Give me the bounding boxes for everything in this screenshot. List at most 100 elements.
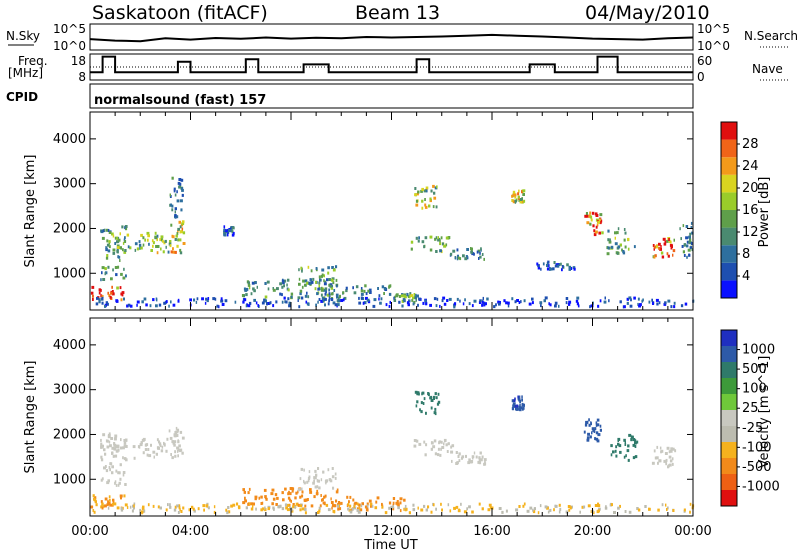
heatmap-cell	[434, 452, 437, 456]
heatmap-cell	[685, 225, 689, 228]
heatmap-cell	[435, 250, 438, 253]
heatmap-cell	[458, 452, 461, 456]
heatmap-cell	[272, 497, 276, 501]
heatmap-cell	[113, 442, 116, 445]
heatmap-cell	[512, 200, 516, 204]
heatmap-cell	[520, 406, 523, 410]
heatmap-cell	[202, 504, 206, 508]
heatmap-cell	[297, 296, 301, 300]
time-tick-label: 04:00	[172, 524, 209, 539]
heatmap-cell	[281, 279, 285, 283]
heatmap-cell	[317, 287, 320, 291]
heatmap-cell	[195, 300, 198, 304]
heatmap-cell	[302, 279, 305, 283]
freq-series-line	[90, 55, 693, 74]
heatmap-cell	[672, 447, 675, 451]
heatmap-cell	[518, 407, 520, 411]
heatmap-cell	[464, 257, 468, 261]
heatmap-cell	[234, 300, 237, 304]
heatmap-cell	[560, 262, 562, 266]
heatmap-cell	[576, 296, 580, 300]
heatmap-cell	[338, 296, 340, 300]
heatmap-cell	[93, 496, 97, 500]
heatmap-cell	[114, 434, 118, 438]
heatmap-cell	[528, 302, 532, 306]
heatmap-cell	[469, 460, 473, 464]
heatmap-cell	[669, 243, 673, 247]
heatmap-cell	[108, 495, 111, 499]
heatmap-cell	[253, 289, 256, 293]
heatmap-cell	[687, 248, 691, 252]
colorbar-tick-label: 16	[742, 203, 759, 218]
heatmap-cell	[106, 239, 109, 243]
heatmap-cell	[119, 477, 122, 481]
freq-left-label-2: [MHz]	[8, 66, 43, 80]
heatmap-cell	[546, 506, 549, 510]
heatmap-cell	[536, 262, 539, 266]
freq-left-tick-bottom: 8	[78, 70, 86, 84]
heatmap-cell	[424, 198, 426, 201]
heatmap-cell	[664, 301, 667, 305]
velocity-panel-frame	[89, 317, 694, 517]
heatmap-cell	[548, 302, 550, 306]
heatmap-cell	[109, 295, 112, 299]
heatmap-cell	[176, 434, 179, 437]
heatmap-cell	[403, 498, 406, 502]
heatmap-cell	[365, 508, 369, 512]
heatmap-cell	[669, 459, 673, 463]
heatmap-cell	[430, 399, 434, 402]
heatmap-cell	[139, 443, 143, 447]
heatmap-cell	[250, 292, 253, 296]
heatmap-cell	[521, 190, 524, 194]
heatmap-cell	[432, 184, 435, 188]
heatmap-cell	[690, 242, 693, 245]
heatmap-cell	[182, 231, 186, 235]
heatmap-cell	[537, 266, 540, 270]
heatmap-cell	[473, 299, 477, 303]
heatmap-cell	[414, 296, 418, 300]
heatmap-cell	[152, 298, 155, 302]
heatmap-cell	[554, 504, 557, 508]
heatmap-cell	[155, 452, 158, 456]
heatmap-cell	[432, 445, 436, 449]
heatmap-cell	[637, 302, 639, 306]
heatmap-cell	[161, 239, 164, 243]
heatmap-cell	[119, 232, 121, 236]
heatmap-cell	[427, 505, 430, 509]
heatmap-cell	[116, 506, 120, 510]
heatmap-cell	[221, 303, 225, 306]
heatmap-cell	[245, 506, 248, 510]
heatmap-cell	[181, 222, 185, 225]
heatmap-cell	[288, 503, 291, 507]
heatmap-cell	[98, 298, 101, 302]
heatmap-cell	[618, 444, 622, 448]
heatmap-cell	[689, 502, 692, 506]
heatmap-cell	[104, 452, 107, 456]
heatmap-cell	[540, 304, 542, 308]
heatmap-cell	[460, 456, 463, 460]
heatmap-cell	[588, 214, 591, 218]
heatmap-cell	[113, 500, 115, 504]
heatmap-cell	[333, 510, 336, 514]
heatmap-cell	[176, 199, 180, 203]
heatmap-cell	[156, 251, 159, 255]
heatmap-cell	[423, 397, 426, 401]
colorbar-segment	[721, 280, 737, 298]
heatmap-cell	[100, 458, 104, 462]
heatmap-cell	[174, 250, 177, 254]
heatmap-cell	[481, 455, 484, 459]
heatmap-cell	[367, 289, 370, 293]
heatmap-cell	[597, 220, 601, 224]
heatmap-cell	[531, 301, 534, 305]
heatmap-cell	[445, 236, 449, 240]
heatmap-cell	[515, 508, 519, 512]
heatmap-cell	[107, 500, 109, 504]
heatmap-cell	[435, 236, 438, 240]
heatmap-cell	[434, 392, 437, 396]
heatmap-cell	[247, 304, 251, 308]
heatmap-cell	[136, 247, 140, 251]
heatmap-cell	[634, 439, 637, 443]
colorbar-segment	[721, 330, 737, 346]
heatmap-cell	[223, 228, 226, 232]
heatmap-cell	[568, 267, 571, 271]
